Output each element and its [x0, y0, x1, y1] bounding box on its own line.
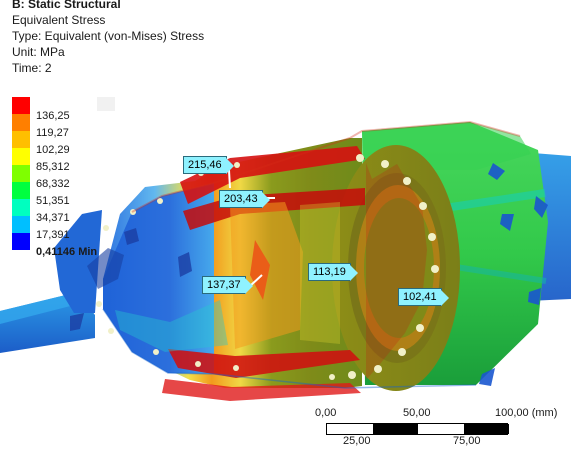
- scale-segment: [418, 424, 464, 434]
- legend-label-7: 17,391: [36, 229, 70, 241]
- scale-bar-ruler: [326, 423, 509, 435]
- scale-label-top-0: 0,00: [315, 407, 337, 419]
- result-time: Time: 2: [12, 61, 52, 75]
- legend-label-4: 68,332: [36, 178, 70, 190]
- legend-swatch-4: [12, 165, 30, 182]
- legend-label-1: 119,27: [36, 127, 69, 139]
- legend-swatch-5: [12, 182, 30, 199]
- legend-swatch-8: [12, 233, 30, 250]
- probe-label[interactable]: 137,37: [202, 276, 253, 294]
- legend-swatch-7: [12, 216, 30, 233]
- legend-label-3: 85,312: [36, 161, 70, 173]
- legend-swatch-3: [12, 148, 30, 165]
- legend-label-6: 34,371: [36, 212, 70, 224]
- scale-label-bottom-0: 25,00: [343, 435, 371, 447]
- legend-swatch-1: [12, 114, 30, 131]
- scale-segment: [463, 424, 509, 434]
- legend-min-label: 0,41146 Min: [36, 246, 98, 258]
- legend-label-5: 51,351: [36, 195, 70, 207]
- probe-label[interactable]: 203,43: [219, 190, 270, 208]
- scale-segment: [372, 424, 418, 434]
- legend-max-label-blank: [97, 97, 115, 111]
- scale-segment: [327, 424, 373, 434]
- probe-label[interactable]: 113,19: [308, 263, 358, 281]
- probe-label[interactable]: 102,41: [398, 288, 449, 306]
- result-unit: Unit: MPa: [12, 45, 65, 59]
- scale-label-top-1: 50,00: [403, 407, 431, 419]
- analysis-title: B: Static Structural: [12, 0, 121, 11]
- scale-label-top-2: 100,00 (mm): [495, 407, 558, 419]
- scale-label-bottom-1: 75,00: [453, 435, 481, 447]
- scale-bar: 0,00 50,00 100,00 (mm) 25,00 75,00: [308, 407, 557, 452]
- legend-label-0: 136,25: [36, 110, 70, 122]
- result-name: Equivalent Stress: [12, 13, 106, 27]
- legend-swatch-2: [12, 131, 30, 148]
- legend-swatch-6: [12, 199, 30, 216]
- result-type: Type: Equivalent (von-Mises) Stress: [12, 29, 205, 43]
- legend-label-2: 102,29: [36, 144, 70, 156]
- probe-label[interactable]: 215,46: [183, 156, 234, 174]
- legend-swatch-0: [12, 97, 30, 114]
- model-geometry: [0, 120, 571, 401]
